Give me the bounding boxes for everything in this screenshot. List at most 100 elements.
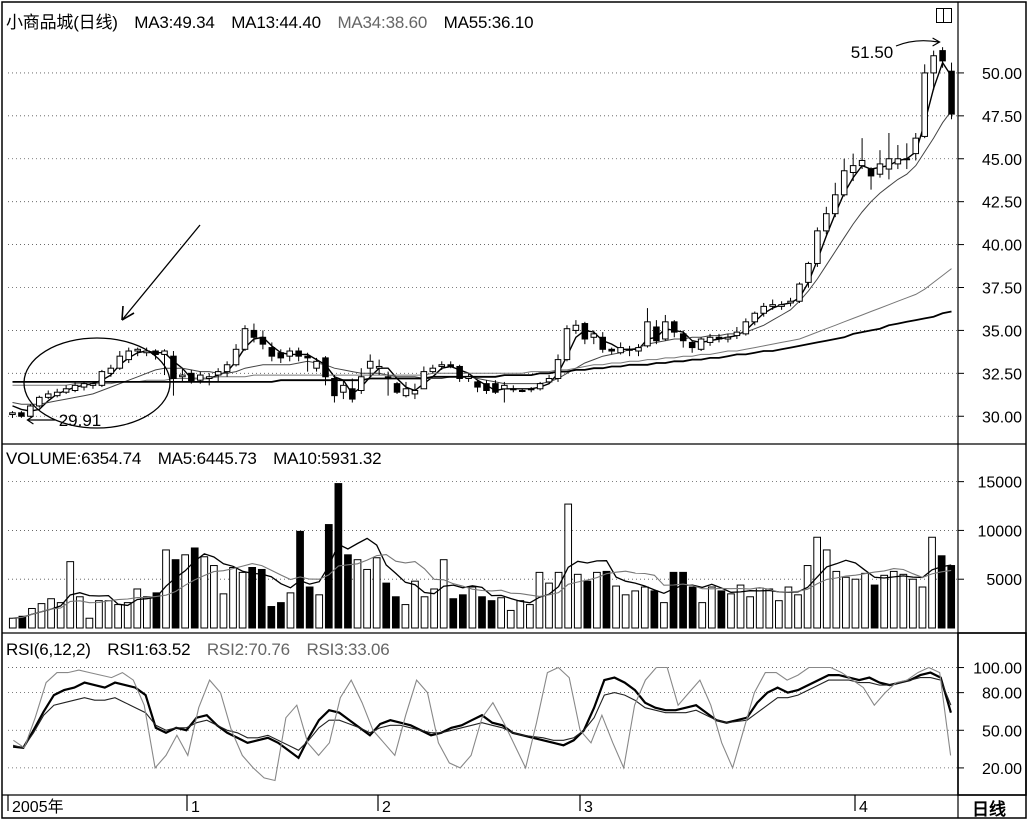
candle-down (268, 347, 276, 357)
candle-up (205, 376, 213, 379)
candle-down (384, 376, 392, 379)
candle-up (912, 137, 920, 155)
candle-up (662, 321, 669, 340)
rsi1-label: RSI1:63.52 (107, 640, 191, 659)
candle-up (510, 388, 517, 391)
candle-down (939, 50, 946, 62)
volume-header: VOLUME:6354.74 MA5:6445.73 MA10:5931.32 (6, 449, 393, 469)
volume-bar (18, 615, 27, 629)
volume-bar (449, 598, 458, 629)
volume-bar (458, 594, 467, 629)
ma-line-ma3 (12, 61, 953, 412)
candle-up (286, 350, 293, 357)
volume-bar (573, 573, 582, 629)
candle-up (635, 347, 642, 352)
candle-down (653, 326, 660, 342)
time-tick-label: 4 (859, 799, 868, 816)
ma-line-ma55 (12, 310, 952, 383)
ma34-label: MA34:38.60 (337, 13, 428, 32)
price-tick-label: 37.50 (982, 281, 1022, 298)
candle-up (724, 336, 732, 340)
volume-bar (190, 547, 199, 629)
volume-bar (497, 597, 506, 629)
candle-down (349, 388, 356, 400)
price-tick-label: 35.00 (982, 323, 1022, 340)
candle-down (608, 348, 615, 352)
candle-up (536, 383, 544, 390)
volume-bar (602, 570, 611, 629)
rsi-line-rsi2 (12, 677, 952, 751)
candle-down (867, 168, 875, 177)
volume-bar (784, 586, 793, 629)
volume-ma10-label: MA10:5931.32 (273, 449, 382, 468)
volume-bar (660, 602, 668, 629)
volume-bar (382, 582, 391, 629)
volume-bar (152, 592, 161, 629)
high-price-arrowhead (932, 37, 941, 47)
volume-bar (564, 503, 573, 629)
candle-up (232, 348, 240, 366)
volume-bar (229, 567, 237, 629)
volume-bar (909, 578, 917, 629)
candle-up (894, 158, 902, 165)
volume-bar (478, 596, 486, 629)
volume-bar (277, 602, 285, 629)
candle-up (617, 347, 624, 354)
volume-bar (430, 588, 438, 629)
volume-bar (372, 557, 381, 629)
volume-bar (688, 586, 697, 629)
candle-up (644, 321, 651, 347)
volume-bar (363, 568, 371, 629)
candle-up (161, 350, 168, 355)
candle-down (948, 70, 955, 115)
period-button[interactable]: 日线 (972, 800, 1006, 819)
volume-bar (928, 536, 936, 629)
rsi-tick-label: 100.00 (973, 661, 1022, 678)
rsi-header: RSI(6,12,2) RSI1:63.52 RSI2:70.76 RSI3:3… (6, 640, 402, 660)
volume-bar (171, 559, 180, 629)
candle-up (366, 360, 374, 369)
candle-up (89, 383, 97, 386)
candle-down (679, 333, 687, 342)
volume-bar (468, 586, 477, 629)
volume-bar (669, 571, 678, 629)
candle-up (831, 194, 839, 215)
volume-bar (391, 596, 400, 629)
volume-bar (535, 571, 544, 629)
candle-up (241, 328, 249, 350)
volume-tick-label: 15000 (978, 475, 1023, 492)
volume-bar (842, 576, 850, 629)
volume-bar (401, 604, 410, 629)
candle-up (930, 55, 937, 74)
ma-line-ma13 (12, 110, 952, 405)
volume-label: VOLUME:6354.74 (6, 449, 142, 468)
volume-bar (123, 602, 132, 629)
candle-up (921, 72, 928, 137)
candle-down (483, 383, 490, 391)
volume-bar (899, 573, 908, 629)
candle-up (590, 333, 598, 338)
candle-down (295, 350, 302, 357)
rsi-line-rsi1 (12, 671, 952, 760)
volume-bar (621, 594, 630, 629)
layout-toggle-icon[interactable] (936, 8, 952, 23)
volume-bar (765, 588, 774, 629)
candle-down (447, 364, 454, 367)
candle-down (304, 355, 311, 359)
high-price-arrow (895, 40, 939, 47)
volume-bar (640, 586, 649, 629)
candle-up (518, 390, 526, 392)
ma3-label: MA3:49.34 (134, 13, 215, 32)
volume-bar (612, 585, 620, 629)
volume-bar (487, 600, 496, 629)
volume-bar (679, 571, 687, 629)
candle-down (188, 372, 195, 383)
volume-bar (516, 600, 525, 629)
volume-bar (583, 580, 592, 629)
time-tick-label: 1 (191, 799, 200, 816)
candle-up (402, 388, 410, 397)
volume-bar (286, 592, 295, 629)
candle-down (277, 352, 285, 359)
